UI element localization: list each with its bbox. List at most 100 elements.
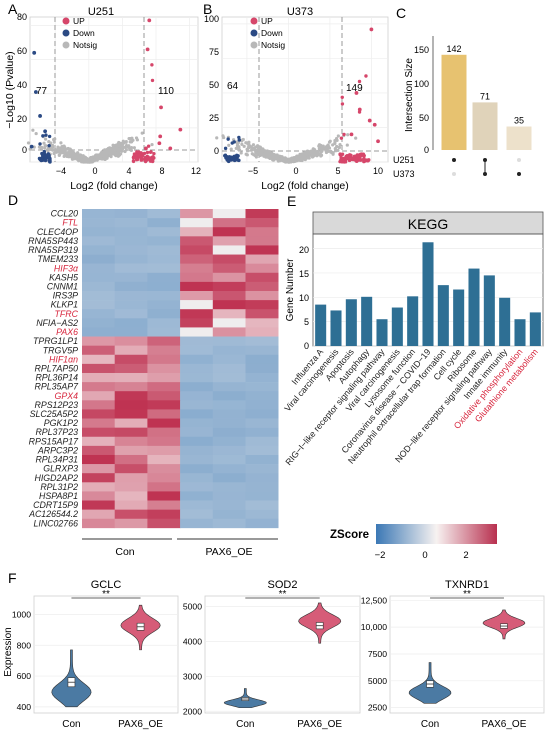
up-point	[159, 105, 163, 110]
legend-down-label: Down	[261, 28, 283, 38]
violin-xlabel: PAX6_OE	[118, 719, 163, 730]
panel-a-xtick: 0	[92, 166, 97, 176]
heatmap-cell	[82, 445, 115, 456]
heatmap-cell	[82, 464, 115, 474]
heatmap-cell	[82, 281, 115, 292]
notsig-point	[311, 150, 315, 154]
down-point	[33, 90, 38, 94]
heatmap-gene-label: TPRG1LP1	[33, 336, 78, 346]
notsig-point	[240, 142, 244, 146]
heatmap-cell	[180, 491, 214, 501]
violin-frame	[204, 595, 361, 714]
notsig-point	[140, 131, 144, 135]
up-point	[145, 150, 150, 155]
notsig-point	[222, 135, 226, 140]
kegg-bar	[468, 268, 480, 346]
up-point	[354, 91, 359, 95]
heatmap-cell	[147, 473, 181, 483]
heatmap-cell	[212, 518, 246, 529]
heatmap-cell	[82, 327, 115, 337]
notsig-point	[308, 151, 312, 155]
panel-d-letter: D	[8, 192, 18, 208]
heatmap-cell	[180, 263, 214, 274]
heatmap-cell	[245, 409, 279, 419]
notsig-point	[305, 153, 309, 157]
heatmap-cell	[245, 318, 279, 328]
heatmap-cell	[212, 218, 246, 228]
heatmap-cell	[212, 418, 246, 428]
heatmap-gene-label: PGK1P2	[44, 418, 78, 428]
heatmap-gene-label: GPX4	[55, 391, 79, 401]
heatmap-cell	[212, 354, 246, 365]
heatmap-cell	[212, 445, 246, 456]
panel-c-matrix	[452, 158, 521, 176]
notsig-point	[52, 151, 56, 156]
notsig-point	[104, 156, 108, 161]
violin-xlabel: PAX6_OE	[297, 719, 342, 730]
panel-b-xtick: 5	[335, 166, 340, 176]
heatmap-cell	[245, 427, 279, 438]
heatmap-cell	[212, 473, 246, 483]
notsig-point	[62, 149, 67, 153]
heatmap-gene-label: AC126544.2	[28, 509, 78, 519]
kegg-bar	[514, 319, 526, 346]
violin-ytick: 800	[17, 640, 32, 650]
heatmap-cell	[245, 209, 279, 219]
kegg-bar	[422, 242, 434, 346]
notsig-point	[296, 154, 300, 158]
heatmap-cell	[245, 518, 279, 529]
violin-xlabel: Con	[62, 719, 80, 730]
kegg-bar	[529, 312, 541, 346]
up-point	[139, 151, 143, 156]
down-point	[29, 144, 34, 149]
heatmap-gene-label: NFIA−AS2	[36, 318, 78, 328]
violin-ytick: 5000	[183, 601, 202, 611]
heatmap-gene-label: CNNM1	[47, 281, 78, 291]
kegg-bar	[483, 275, 495, 346]
heatmap-cell	[147, 290, 181, 301]
notsig-point	[239, 151, 243, 155]
up-point	[357, 79, 362, 84]
down-point	[237, 138, 241, 142]
violin-title: TXNRD1	[445, 579, 489, 591]
notsig-point	[59, 141, 63, 145]
up-point	[350, 156, 354, 161]
heatmap-cell	[147, 227, 181, 237]
heatmap-cell	[180, 464, 214, 474]
kegg-bar	[330, 310, 342, 346]
heatmap-cell	[212, 372, 246, 383]
down-point	[38, 114, 42, 118]
heatmap-cell	[114, 254, 148, 264]
heatmap-cell	[114, 309, 148, 319]
notsig-point	[111, 143, 115, 147]
up-point	[352, 154, 357, 159]
violin-ylabel: Expression	[3, 627, 14, 676]
heatmap-cell	[147, 272, 181, 283]
up-point	[340, 102, 345, 106]
legend-down-marker	[62, 29, 70, 37]
notsig-point	[119, 148, 123, 152]
heatmap-cell	[147, 464, 181, 474]
heatmap-cell	[212, 327, 246, 337]
heatmap-cell	[82, 345, 115, 356]
heatmap-cell	[147, 309, 181, 319]
heatmap-cell	[245, 464, 279, 474]
notsig-point	[333, 138, 337, 143]
panel-b-ytick: 100	[204, 14, 219, 24]
intersection-bar-label: 142	[446, 44, 461, 54]
heatmap-gene-label: RPL34P31	[35, 455, 78, 465]
heatmap-cell	[114, 345, 148, 356]
panel-c-ytick: 150	[414, 45, 429, 55]
notsig-point	[241, 137, 245, 142]
heatmap-cell	[212, 236, 246, 246]
notsig-point	[266, 150, 270, 155]
up-point	[342, 156, 346, 161]
up-point	[357, 107, 362, 112]
heatmap-cell	[245, 218, 279, 228]
heatmap-cell	[147, 209, 181, 219]
heatmap-cell	[147, 327, 181, 337]
heatmap-cell	[114, 372, 148, 383]
heatmap-gene-label: RPL35AP7	[34, 382, 79, 392]
heatmap-cell	[180, 300, 214, 310]
heatmap-cell	[114, 400, 148, 410]
